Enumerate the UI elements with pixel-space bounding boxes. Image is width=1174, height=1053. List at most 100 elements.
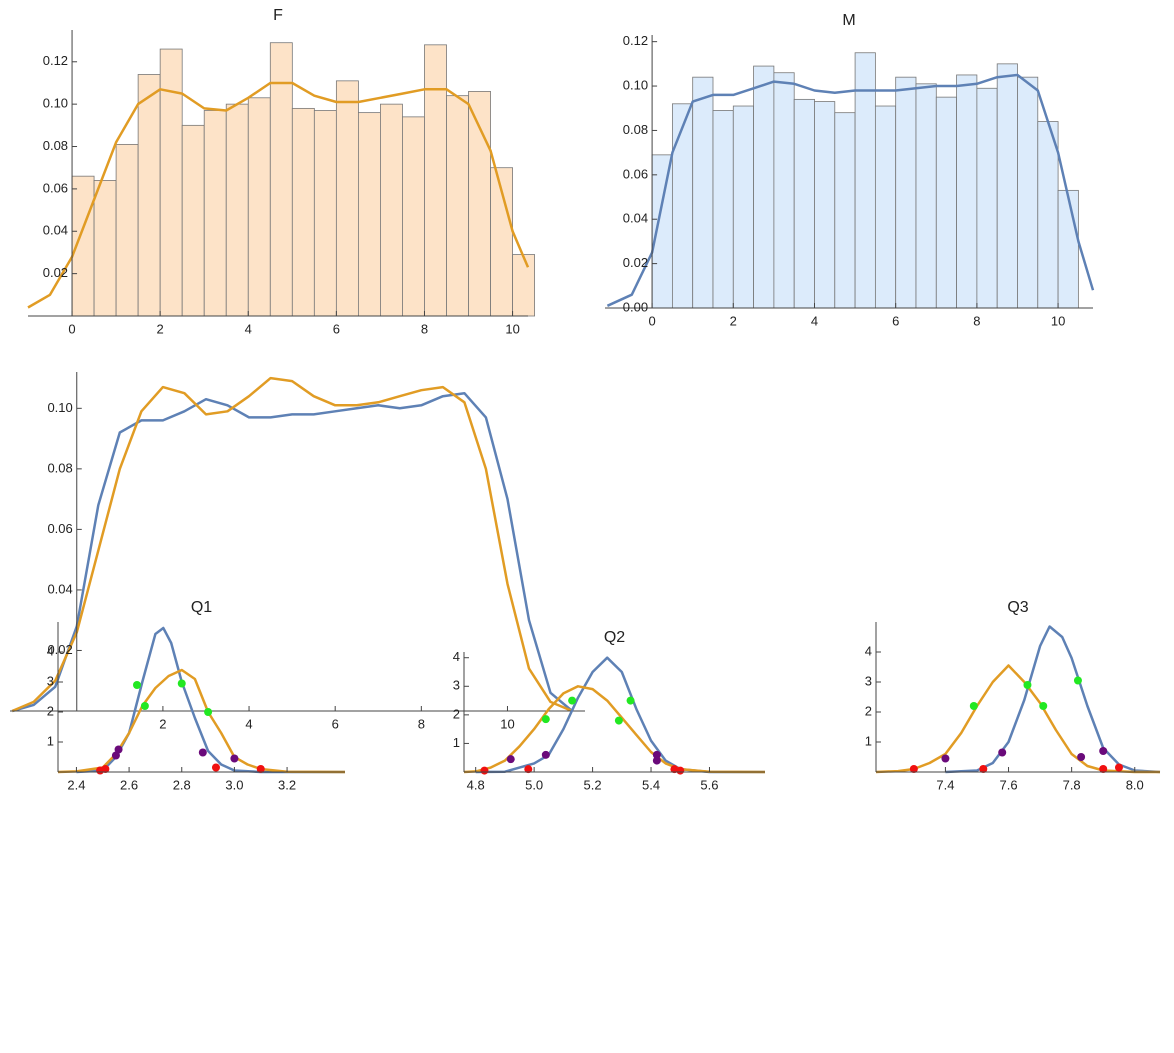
marker-point: [909, 765, 918, 773]
y-tick-label: 0.02: [47, 642, 72, 657]
histogram-bar: [773, 72, 795, 309]
density-line: [11, 376, 573, 713]
y-tick-label: 4: [453, 649, 460, 664]
marker-point: [1023, 681, 1032, 689]
histogram-bar: [915, 83, 937, 309]
histogram-bar: [935, 96, 957, 309]
marker-point: [1039, 702, 1048, 710]
x-tick-label: 3.0: [225, 777, 243, 792]
plot-title: Q1: [191, 599, 212, 616]
x-tick-label: 8: [418, 716, 425, 731]
histogram-bar: [357, 112, 381, 317]
density-line: [875, 664, 1160, 774]
histogram-bar: [137, 74, 161, 317]
plot: [606, 52, 1095, 309]
marker-point: [177, 679, 186, 688]
marker-point: [111, 751, 120, 760]
marker-point: [676, 766, 685, 775]
histogram-bar: [335, 80, 359, 317]
y-tick-label: 3: [865, 673, 872, 688]
plot-title: Q2: [604, 629, 625, 646]
histogram-bar: [203, 110, 227, 317]
density-line: [57, 668, 346, 774]
y-tick-label: 2: [453, 706, 460, 721]
plot: Q2 4.8 5.0 5.2 5.4 5.6 1 2 3 4: [453, 629, 765, 792]
histogram-bar: [976, 87, 998, 309]
x-tick-label: 5.6: [700, 777, 718, 792]
x-tick-label: 10: [1051, 313, 1065, 328]
plot: [11, 376, 573, 713]
marker-point: [101, 765, 110, 773]
y-tick-label: 1: [865, 733, 872, 748]
marker-point: [541, 715, 550, 724]
y-tick-label: 0.00: [623, 299, 648, 314]
marker-point: [541, 750, 550, 759]
histogram-bar: [1017, 76, 1039, 309]
y-tick-label: 0.06: [43, 180, 68, 195]
x-tick-label: 4: [245, 321, 252, 336]
x-tick-label: 7.6: [999, 777, 1017, 792]
histogram-bar: [732, 105, 754, 309]
density-line: [463, 685, 766, 774]
y-tick-label: 0.08: [47, 460, 72, 475]
y-tick-label: 0.06: [47, 521, 72, 536]
x-tick-label: 2: [730, 313, 737, 328]
x-tick-label: 8.0: [1126, 777, 1144, 792]
y-tick-label: 0.02: [623, 255, 648, 270]
x-tick-label: 7.8: [1063, 777, 1081, 792]
x-tick-label: 6: [333, 321, 340, 336]
density-line: [11, 391, 573, 713]
histogram-bar: [313, 110, 337, 317]
marker-point: [614, 716, 623, 725]
x-tick-label: 2.4: [67, 777, 85, 792]
x-tick-label: 4: [811, 313, 818, 328]
histogram-bar: [225, 103, 249, 317]
y-tick-label: 0.02: [43, 265, 68, 280]
marker-point: [1099, 765, 1108, 773]
histogram-bar: [115, 143, 139, 317]
histogram-bar: [874, 105, 897, 309]
density-line: [945, 625, 1161, 774]
x-tick-label: 5.4: [642, 777, 660, 792]
y-tick-label: 0.04: [47, 581, 72, 596]
histogram-bar: [380, 103, 403, 317]
x-tick-label: 6: [892, 313, 899, 328]
x-tick-label: 2: [157, 321, 164, 336]
x-tick-label: 0: [648, 313, 655, 328]
plot-title: F: [273, 7, 283, 24]
marker-point: [1073, 676, 1082, 685]
y-tick-label: 4: [865, 643, 872, 658]
histogram-bar: [424, 44, 447, 317]
x-tick-label: 8: [973, 313, 980, 328]
y-tick-label: 0.08: [43, 138, 68, 153]
marker-point: [132, 681, 141, 689]
marker-point: [1099, 747, 1108, 755]
histogram-bar: [996, 63, 1018, 309]
plot-title: Q3: [1007, 599, 1028, 616]
x-tick-label: 8: [421, 321, 428, 336]
histogram-bar: [814, 101, 836, 309]
y-tick-label: 0.10: [47, 400, 72, 415]
marker-point: [1114, 763, 1123, 772]
y-tick-label: 1: [47, 733, 54, 748]
histogram-bar: [895, 76, 917, 309]
histogram-bar: [712, 110, 734, 309]
y-tick-label: 0.12: [43, 53, 68, 68]
x-tick-label: 3.2: [278, 777, 296, 792]
marker-point: [652, 750, 661, 759]
histogram-bar: [512, 254, 536, 317]
marker-point: [256, 765, 265, 773]
plot: F 0 2 4 6 8 10 0.02 0.04 0.06 0.08 0.10 0.12: [28, 7, 528, 336]
marker-point: [626, 696, 635, 705]
x-tick-label: 10: [505, 321, 519, 336]
y-tick-label: 0.04: [43, 223, 68, 238]
y-tick-label: 2: [865, 703, 872, 718]
histogram-bar: [247, 97, 271, 317]
plot: M 0 2 4 6 8 10 0.00 0.02 0.04 0.06 0.08 0.10 0.12: [605, 12, 1093, 328]
marker-point: [230, 754, 239, 763]
marker-point: [506, 755, 515, 764]
y-tick-label: 3: [47, 673, 54, 688]
marker-point: [979, 765, 988, 773]
